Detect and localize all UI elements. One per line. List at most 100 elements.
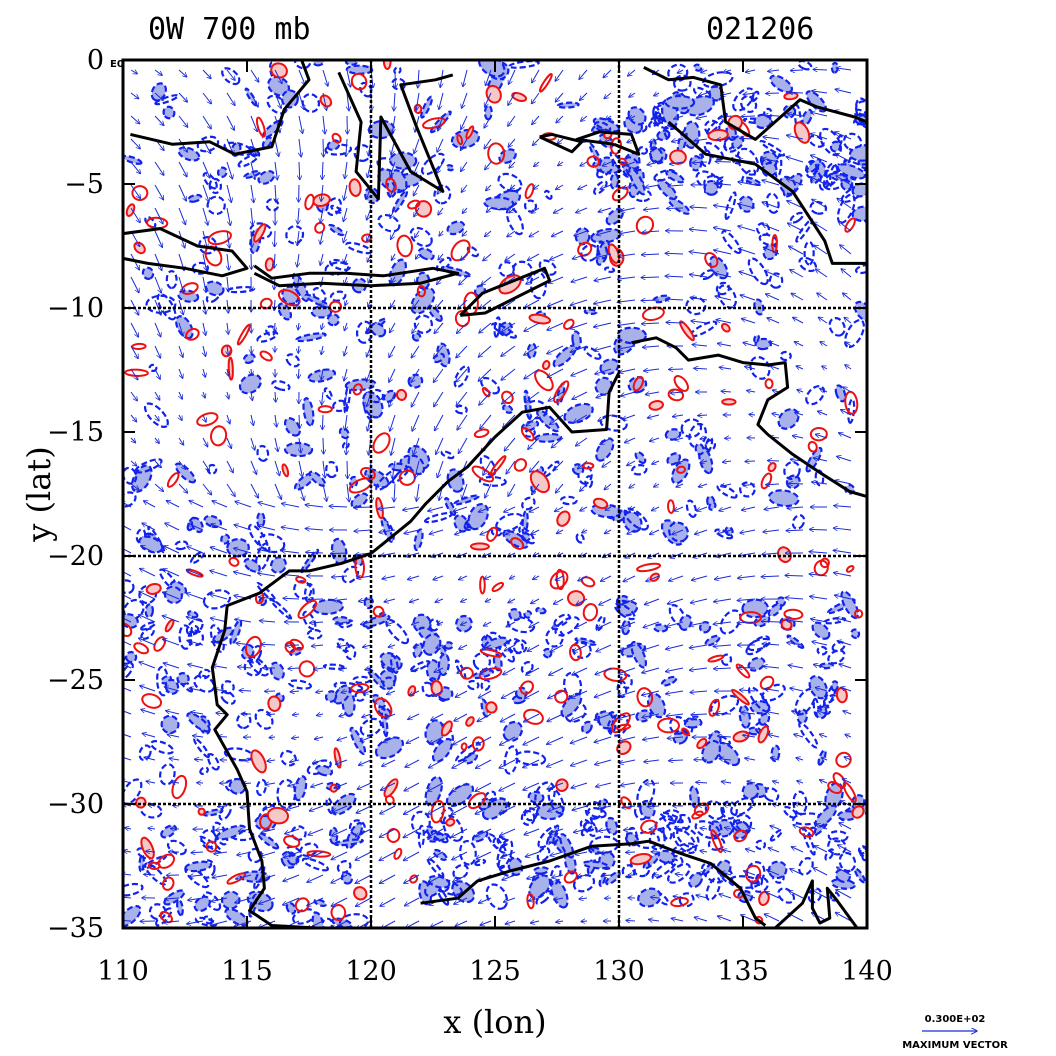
positive-contour (566, 590, 586, 607)
negative-contour (613, 602, 636, 621)
negative-contour (705, 876, 721, 901)
negative-contour (840, 179, 853, 191)
wind-vector (788, 483, 804, 484)
negative-contour (302, 397, 315, 427)
negative-contour (194, 916, 218, 927)
negative-contour (535, 890, 552, 905)
wind-vector (330, 553, 348, 554)
wind-vector (322, 414, 323, 430)
positive-contour (460, 742, 468, 751)
negative-contour (281, 89, 299, 109)
negative-contour (543, 189, 553, 200)
negative-contour (409, 226, 433, 248)
negative-contour (550, 878, 569, 909)
negative-contour (293, 775, 308, 802)
negative-contour (759, 139, 786, 157)
negative-contour (256, 444, 270, 462)
x-tick-label: 125 (469, 956, 521, 987)
wind-vector (144, 874, 156, 875)
negative-contour (185, 618, 204, 636)
wind-vector (641, 300, 660, 301)
negative-contour (424, 775, 443, 807)
title-left: 0W 700 mb (148, 12, 311, 47)
negative-contour (407, 454, 426, 476)
negative-contour (362, 391, 384, 419)
negative-contour (301, 857, 329, 872)
positive-contour (465, 125, 475, 140)
negative-contour (717, 284, 737, 309)
negative-contour (352, 675, 371, 685)
negative-contour (809, 200, 828, 215)
wind-vector (761, 621, 780, 622)
negative-contour (431, 737, 453, 763)
negative-contour (453, 494, 480, 506)
negative-contour (660, 675, 678, 687)
negative-contour (148, 363, 158, 373)
negative-contour (534, 432, 563, 443)
negative-contour (720, 800, 738, 820)
negative-contour (827, 830, 849, 843)
negative-contour (811, 621, 831, 640)
negative-contour (756, 222, 770, 236)
negative-contour (563, 402, 594, 424)
positive-contour (395, 388, 408, 401)
negative-contour (295, 332, 327, 343)
negative-contour (446, 220, 466, 236)
negative-contour (257, 832, 280, 850)
x-tick-label: 135 (717, 956, 769, 987)
negative-contour (327, 223, 345, 237)
positive-contour (329, 783, 338, 793)
negative-contour (174, 462, 197, 484)
negative-contour (141, 266, 155, 280)
negative-contour (747, 257, 769, 286)
negative-contour (497, 172, 523, 193)
negative-contour (671, 458, 691, 485)
wind-vector (641, 277, 660, 278)
negative-contour (694, 820, 721, 840)
negative-contour (190, 550, 205, 565)
wind-vector (809, 529, 828, 530)
y-tick-label: −10 (47, 293, 104, 324)
negative-contour (634, 451, 647, 464)
negative-contour (857, 845, 867, 855)
wind-vector (274, 230, 275, 247)
negative-contour (638, 146, 649, 155)
negative-contour (851, 205, 867, 223)
negative-contour (502, 720, 524, 742)
negative-contour (430, 829, 449, 844)
negative-contour (144, 603, 154, 619)
y-tick-label: −30 (47, 789, 104, 820)
negative-contour (123, 882, 144, 897)
negative-contour (818, 169, 832, 191)
negative-contour (150, 740, 175, 755)
negative-contour (199, 766, 209, 775)
negative-contour (493, 316, 501, 338)
negative-contour (326, 313, 340, 327)
negative-contour (454, 404, 468, 415)
negative-contour (850, 628, 861, 639)
negative-contour (341, 441, 350, 450)
negative-contour (637, 887, 662, 908)
negative-contour (345, 64, 374, 75)
y-tick-label: 0 (87, 45, 104, 76)
negative-contour (523, 807, 538, 822)
negative-contour (285, 353, 301, 368)
negative-contour (329, 258, 351, 271)
negative-contour (702, 71, 734, 89)
negative-contour (720, 653, 733, 666)
negative-contour (492, 653, 503, 672)
negative-contour (830, 680, 839, 692)
negative-contour (583, 308, 598, 315)
negative-contour (265, 198, 280, 212)
negative-contour (508, 608, 522, 622)
negative-contour (556, 101, 580, 109)
negative-contour (853, 113, 867, 126)
negative-contour (559, 833, 575, 859)
negative-contour (619, 673, 633, 690)
negative-contour (330, 204, 343, 214)
wind-vector (269, 737, 276, 738)
negative-contour (176, 899, 184, 917)
negative-contour (581, 720, 593, 734)
negative-contour (853, 108, 867, 128)
negative-contour (162, 105, 176, 120)
